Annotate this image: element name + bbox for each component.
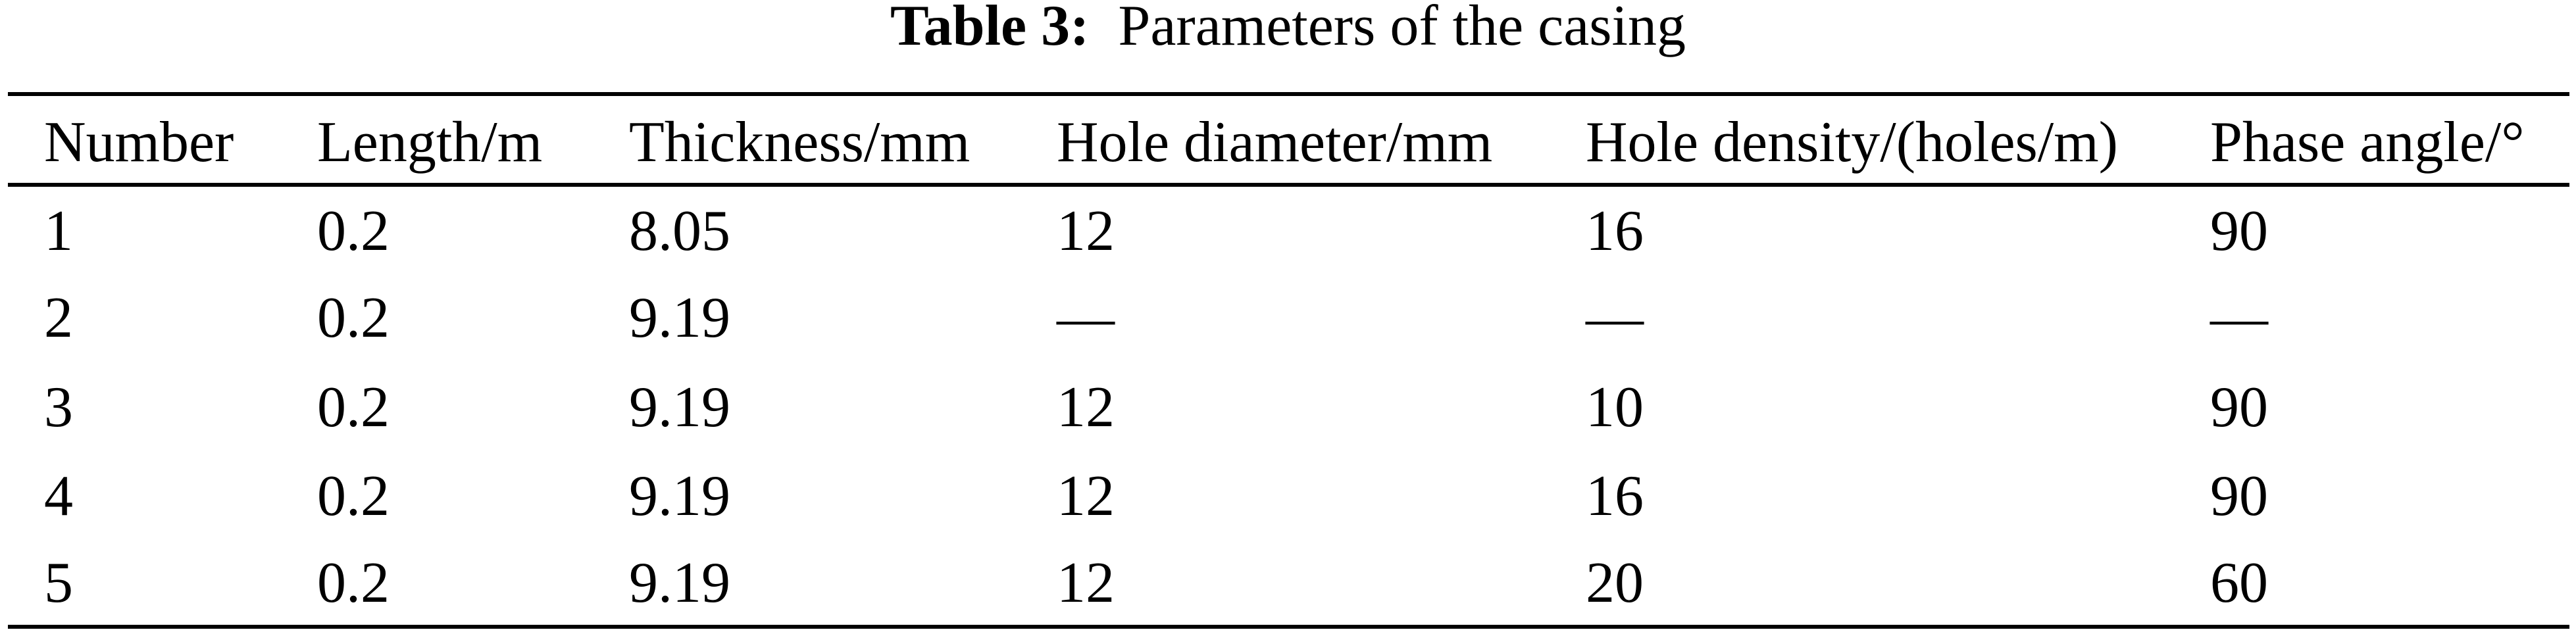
- table-cell: 0.2: [317, 376, 390, 439]
- table-cell: 9.19: [629, 286, 730, 350]
- table-cell: 9.19: [629, 464, 730, 528]
- table-cell: 9.19: [629, 551, 730, 615]
- table-cell: 1: [44, 199, 73, 263]
- table-cell: 90: [2210, 199, 2268, 263]
- table-cell: 90: [2210, 464, 2268, 528]
- table-cell: 0.2: [317, 551, 390, 615]
- table-cell: 3: [44, 376, 73, 439]
- table-cell: 12: [1057, 199, 1115, 263]
- table-cell: 0.2: [317, 464, 390, 528]
- bottom-rule: [8, 625, 2569, 629]
- table-cell: —: [1057, 286, 1115, 350]
- table-caption-label: Table 3:: [890, 0, 1090, 58]
- table-cell: 12: [1057, 551, 1115, 615]
- table-cell: 0.2: [317, 199, 390, 263]
- column-header: Hole diameter/mm: [1057, 110, 1493, 174]
- table-cell: 5: [44, 551, 73, 615]
- column-header: Hole density/(holes/m): [1586, 110, 2118, 174]
- table-caption-text: Parameters of the casing: [1118, 0, 1686, 58]
- table-caption: Table 3: Parameters of the casing: [0, 0, 2576, 55]
- table-cell: 16: [1586, 199, 1644, 263]
- table-cell: 90: [2210, 376, 2268, 439]
- column-header: Length/m: [317, 110, 543, 174]
- table-cell: 9.19: [629, 376, 730, 439]
- table-cell: 2: [44, 286, 73, 350]
- table-cell: 12: [1057, 376, 1115, 439]
- table-cell: 16: [1586, 464, 1644, 528]
- table-cell: 20: [1586, 551, 1644, 615]
- table-cell: 10: [1586, 376, 1644, 439]
- column-header: Thickness/mm: [629, 110, 971, 174]
- table-cell: 12: [1057, 464, 1115, 528]
- table-cell: —: [1586, 286, 1644, 350]
- table-cell: —: [2210, 286, 2268, 350]
- top-rule: [8, 92, 2569, 96]
- table-cell: 60: [2210, 551, 2268, 615]
- column-header: Number: [44, 110, 234, 174]
- table-cell: 0.2: [317, 286, 390, 350]
- table-cell: 8.05: [629, 199, 730, 263]
- column-header: Phase angle/°: [2210, 110, 2525, 174]
- header-rule: [8, 183, 2569, 187]
- table-cell: 4: [44, 464, 73, 528]
